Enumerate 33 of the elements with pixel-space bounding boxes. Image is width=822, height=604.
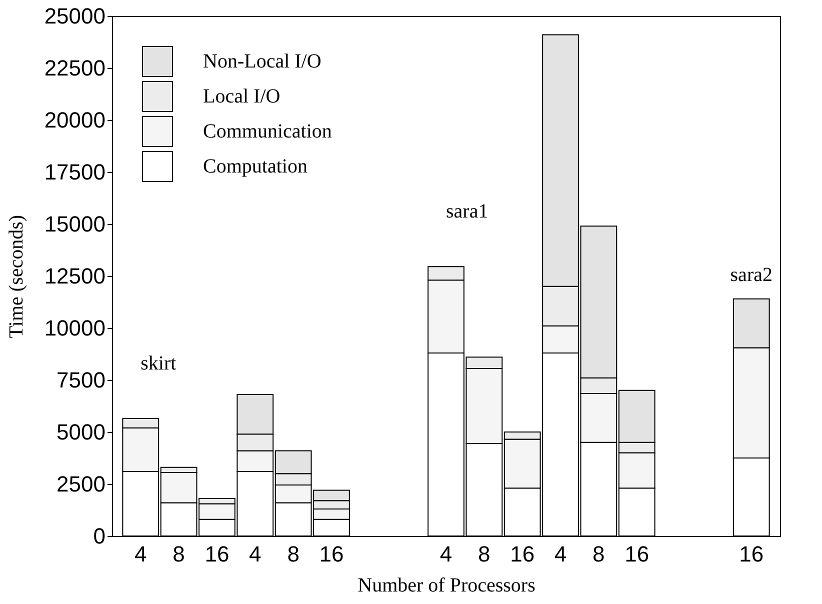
x-tick-label: 4: [440, 542, 452, 566]
x-tick-label: 16: [510, 542, 535, 566]
x-tick-label: 8: [478, 542, 490, 566]
x-tick-label: 8: [592, 542, 605, 566]
y-tick-label: 2500: [56, 472, 106, 496]
y-tick-label: 5000: [56, 420, 106, 444]
y-tick-label: 10000: [44, 316, 106, 340]
annotation: sara2: [730, 264, 772, 286]
legend-label: Non-Local I/O: [203, 50, 322, 72]
x-tick-label: 4: [249, 542, 262, 566]
x-tick-label: 4: [134, 542, 147, 566]
x-tick-label: 4: [554, 542, 567, 566]
y-tick-label: 15000: [44, 212, 106, 236]
y-axis-title: Time (seconds): [5, 214, 28, 338]
y-tick-label: 7500: [56, 368, 106, 392]
y-tick-label: 22500: [44, 56, 106, 80]
legend-label: Local I/O: [203, 86, 280, 108]
y-tick-label: 0: [93, 524, 106, 548]
x-tick-label: 8: [172, 542, 185, 566]
y-tick-label: 25000: [44, 4, 106, 28]
x-tick-label: 16: [624, 542, 650, 566]
x-tick-label: 8: [287, 542, 300, 566]
y-tick-label: 17500: [44, 160, 106, 184]
legend-label: Communication: [203, 120, 332, 142]
legend-label: Computation: [203, 156, 308, 178]
annotation: skirt: [140, 352, 177, 374]
x-tick-label: 16: [739, 542, 764, 566]
y-tick-label: 20000: [44, 108, 106, 132]
x-axis-title: Number of Processors: [358, 574, 536, 596]
x-tick-label: 16: [204, 542, 230, 566]
x-tick-label: 16: [319, 542, 344, 566]
y-tick-label: 12500: [44, 264, 106, 288]
annotation: sara1: [446, 200, 488, 223]
